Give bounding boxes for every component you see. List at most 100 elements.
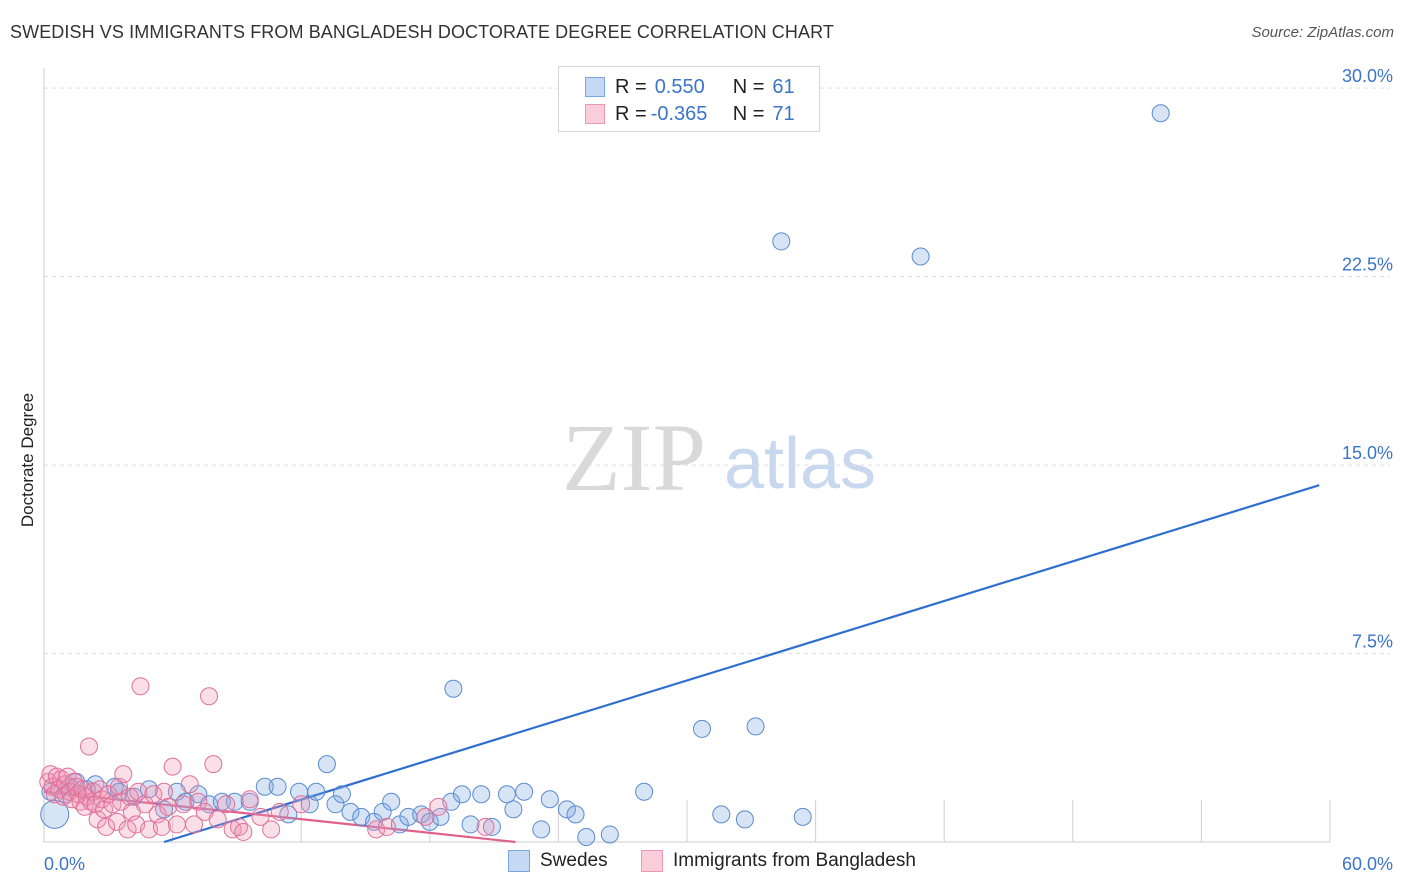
- point-swedes: [793, 807, 812, 826]
- legend-r-value: 0.550: [654, 75, 705, 98]
- point-bangladesh: [120, 787, 139, 806]
- point-bangladesh: [217, 795, 236, 814]
- point-swedes: [497, 785, 516, 804]
- point-bangladesh: [476, 817, 495, 836]
- legend-r-label: R =: [615, 75, 647, 98]
- point-bangladesh: [159, 797, 178, 816]
- point-bangladesh: [114, 765, 133, 784]
- point-swedes: [712, 805, 731, 824]
- point-swedes: [735, 810, 754, 829]
- point-bangladesh: [270, 802, 289, 821]
- legend-row-swedes: R = 0.550 N = 61: [585, 74, 795, 100]
- point-swedes: [577, 827, 596, 846]
- point-bangladesh: [416, 807, 435, 826]
- axes: [43, 68, 1331, 843]
- point-bangladesh: [144, 785, 163, 804]
- point-swedes: [693, 719, 712, 738]
- y-tick-label: 30.0%: [1342, 66, 1393, 86]
- point-bangladesh: [167, 815, 186, 834]
- point-bangladesh: [208, 810, 227, 829]
- point-bangladesh: [377, 817, 396, 836]
- x-tick-label: 60.0%: [1342, 854, 1393, 874]
- point-swedes: [452, 785, 471, 804]
- point-swedes: [268, 777, 287, 796]
- legend-n-label: N =: [732, 75, 765, 98]
- point-swedes: [40, 799, 70, 829]
- series-legend-swedes[interactable]: Swedes: [508, 850, 608, 872]
- point-bangladesh: [234, 822, 253, 841]
- source-credit: Source: ZipAtlas.com: [1251, 24, 1394, 41]
- y-tick-label: 22.5%: [1342, 255, 1393, 275]
- point-swedes: [772, 232, 791, 251]
- legend-row-bangladesh: R = -0.365 N = 71: [585, 101, 795, 127]
- series-swatch-bangladesh: [641, 850, 663, 872]
- series-legend-bangladesh[interactable]: Immigrants from Bangladesh: [641, 850, 916, 872]
- data-points: [39, 104, 1170, 846]
- point-bangladesh: [262, 820, 281, 839]
- legend-swatch-bangladesh: [585, 104, 605, 124]
- point-swedes: [461, 815, 480, 834]
- point-swedes: [566, 805, 585, 824]
- legend-r-value: -0.365: [650, 102, 708, 125]
- point-bangladesh: [185, 815, 204, 834]
- series-label-swedes: Swedes: [540, 850, 608, 871]
- y-tick-label: 7.5%: [1352, 632, 1393, 652]
- point-swedes: [600, 825, 619, 844]
- point-bangladesh: [80, 737, 99, 756]
- point-swedes: [532, 820, 551, 839]
- point-swedes: [472, 785, 491, 804]
- x-tick-label: 0.0%: [44, 854, 85, 874]
- point-bangladesh: [200, 687, 219, 706]
- point-bangladesh: [131, 677, 150, 696]
- point-swedes: [444, 679, 463, 698]
- point-swedes: [746, 717, 765, 736]
- point-bangladesh: [367, 820, 386, 839]
- point-swedes: [635, 782, 654, 801]
- watermark-atlas: atlas: [724, 424, 876, 504]
- point-bangladesh: [189, 792, 208, 811]
- point-swedes: [557, 800, 576, 819]
- legend-r-label: R =: [615, 102, 647, 125]
- legend-n-value: 71: [772, 102, 795, 125]
- point-swedes: [307, 782, 326, 801]
- point-swedes: [382, 792, 401, 811]
- point-bangladesh: [97, 817, 116, 836]
- legend-n-value: 61: [772, 75, 795, 98]
- point-bangladesh: [155, 782, 174, 801]
- gridlines: [44, 87, 1390, 655]
- point-bangladesh: [107, 812, 126, 831]
- point-bangladesh: [152, 817, 171, 836]
- point-bangladesh: [174, 795, 193, 814]
- watermark-zip: ZIP: [562, 404, 706, 511]
- trend-lines: [43, 484, 1320, 844]
- point-swedes: [540, 790, 559, 809]
- watermark: ZIP atlas: [562, 404, 876, 511]
- correlation-legend: R = 0.550 N = 61 R = -0.365 N = 71: [558, 66, 820, 132]
- chart-title: SWEDISH VS IMMIGRANTS FROM BANGLADESH DO…: [10, 22, 834, 42]
- point-bangladesh: [292, 795, 311, 814]
- point-bangladesh: [180, 775, 199, 794]
- point-bangladesh: [204, 755, 223, 774]
- point-swedes: [326, 795, 345, 814]
- point-bangladesh: [163, 757, 182, 776]
- point-swedes: [504, 800, 523, 819]
- y-tick-label: 15.0%: [1342, 443, 1393, 463]
- point-swedes: [515, 782, 534, 801]
- point-swedes: [1151, 104, 1170, 123]
- series-legend: Swedes Immigrants from Bangladesh: [0, 850, 1406, 878]
- point-bangladesh: [240, 790, 259, 809]
- series-swatch-swedes: [508, 850, 530, 872]
- point-bangladesh: [251, 807, 270, 826]
- point-swedes: [317, 755, 336, 774]
- point-bangladesh: [429, 797, 448, 816]
- point-swedes: [255, 777, 274, 796]
- trend-line-swedes: [163, 484, 1320, 844]
- point-swedes: [482, 817, 501, 836]
- point-bangladesh: [118, 820, 137, 839]
- series-label-bangladesh: Immigrants from Bangladesh: [673, 850, 916, 871]
- legend-n-label: N =: [732, 102, 765, 125]
- point-swedes: [911, 247, 930, 266]
- point-bangladesh: [95, 800, 114, 819]
- legend-swatch-swedes: [585, 77, 605, 97]
